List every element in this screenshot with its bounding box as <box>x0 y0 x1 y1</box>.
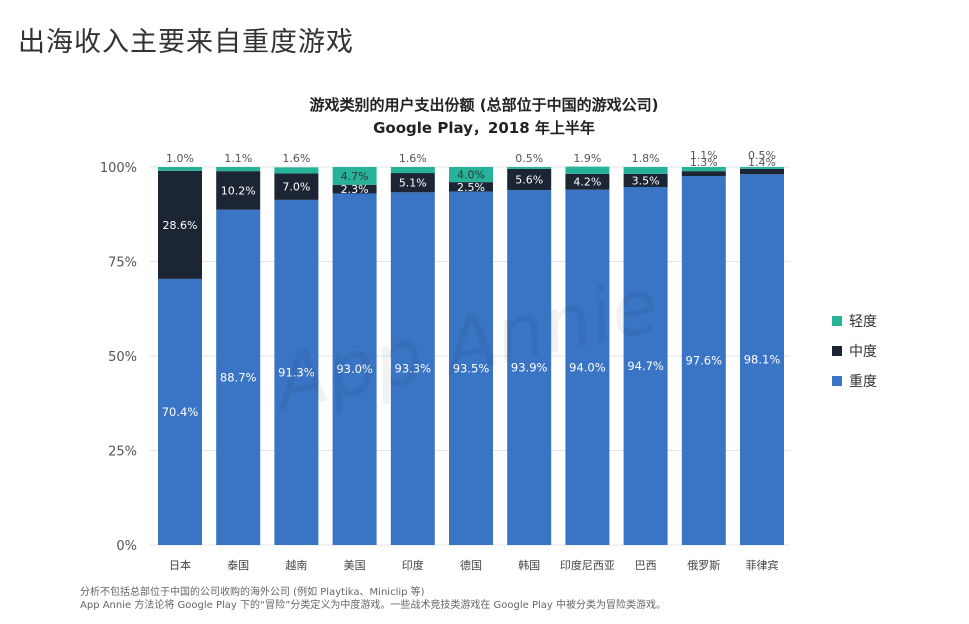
bar-segment <box>681 176 726 545</box>
bar-segment <box>565 189 610 545</box>
legend-label: 重度 <box>849 374 877 390</box>
data-label-medium: 5.1% <box>399 177 427 190</box>
bar-segment <box>274 199 319 546</box>
bar-segment <box>390 192 435 546</box>
bar-segment <box>565 173 610 190</box>
bar-segment <box>681 167 726 172</box>
x-tick-label: 日本 <box>169 558 191 572</box>
bar-segment <box>507 168 552 191</box>
bar-segment <box>740 167 784 169</box>
data-label-light: 1.8% <box>632 152 660 165</box>
footnotes: 分析不包括总部位于中国的公司收购的海外公司 (例如 Playtika、Minic… <box>80 586 666 612</box>
legend-swatch <box>832 376 842 386</box>
x-tick-label: 德国 <box>460 558 482 572</box>
data-label-light: 4.7% <box>341 170 369 183</box>
chart-title: 游戏类别的用户支出份额 (总部位于中国的游戏公司) <box>310 96 659 114</box>
data-label-heavy: 93.5% <box>453 361 490 375</box>
bar-segment <box>390 173 435 193</box>
chart-subtitle: Google Play，2018 年上半年 <box>373 119 595 137</box>
bar-segment <box>216 209 261 546</box>
bar-segment <box>216 167 261 172</box>
footnote-1: 分析不包括总部位于中国的公司收购的海外公司 (例如 Playtika、Minic… <box>80 587 425 598</box>
x-tick-label: 泰国 <box>227 558 249 572</box>
data-label-medium: 1.4% <box>748 156 776 169</box>
data-label-medium: 7.0% <box>282 181 310 194</box>
bar-segment <box>449 191 493 545</box>
bar-segment <box>623 167 668 174</box>
bar-segment <box>623 173 668 188</box>
bar-segment <box>158 167 202 171</box>
data-label-heavy: 93.9% <box>511 361 548 375</box>
data-label-heavy: 91.3% <box>278 365 315 379</box>
x-tick-label: 菲律宾 <box>746 558 779 572</box>
bar-segment <box>449 167 493 183</box>
legend-swatch <box>832 346 842 356</box>
bar-segment <box>274 173 319 200</box>
bar-segment <box>740 174 784 545</box>
bar-segment <box>623 187 668 545</box>
bar-segment <box>332 184 377 194</box>
data-label-heavy: 94.7% <box>627 359 664 373</box>
legend-swatch <box>832 316 842 326</box>
bar-segment <box>216 171 261 210</box>
data-label-heavy: 70.4% <box>162 405 199 419</box>
bar-segment <box>681 171 726 177</box>
bar-segment <box>507 167 552 169</box>
bar-segment <box>390 167 435 174</box>
data-label-heavy: 93.0% <box>336 362 373 376</box>
y-axis: 0% 25% 50% 75% 100% <box>100 161 137 554</box>
data-label-heavy: 97.6% <box>686 354 723 368</box>
bars: 70.4% 28.6% 1.0% 88.7% 10.2% 1.1% 91.3% 7.0% 1.6… <box>158 149 784 546</box>
x-tick-label: 韩国 <box>518 558 540 572</box>
data-label-light: 1.1% <box>690 149 718 162</box>
data-label-light: 1.1% <box>224 152 252 165</box>
data-label-medium: 1.3% <box>690 156 718 169</box>
data-label-light: 0.5% <box>748 149 776 162</box>
data-label-medium: 10.2% <box>221 184 256 197</box>
y-tick-label: 25% <box>108 445 137 460</box>
bar-segment <box>332 193 377 545</box>
legend-label: 中度 <box>849 344 877 360</box>
data-label-light: 1.9% <box>573 152 601 165</box>
bar-segment <box>565 166 610 174</box>
data-label-light: 1.6% <box>399 152 427 165</box>
bar-segment <box>740 168 784 175</box>
data-label-heavy: 98.1% <box>744 353 781 367</box>
data-label-medium: 2.3% <box>341 183 369 196</box>
x-tick-label: 巴西 <box>635 559 657 572</box>
y-tick-label: 100% <box>100 161 137 176</box>
bar-segment <box>274 167 319 174</box>
legend-label: 轻度 <box>849 314 877 330</box>
y-tick-label: 0% <box>116 539 137 554</box>
x-axis: 日本 泰国 越南 美国 印度 德国 韩国 印度尼西亚 巴西 俄罗斯 菲律宾 <box>169 558 779 572</box>
data-label-medium: 28.6% <box>163 219 198 232</box>
data-label-light: 0.5% <box>515 152 543 165</box>
data-label-medium: 3.5% <box>632 174 660 187</box>
data-label-light: 1.0% <box>166 152 194 165</box>
data-label-light: 4.0% <box>457 169 485 182</box>
bar-segment <box>449 182 493 192</box>
data-label-medium: 5.6% <box>515 173 543 186</box>
y-tick-label: 75% <box>108 256 137 271</box>
y-tick-label: 50% <box>108 350 137 365</box>
x-tick-label: 俄罗斯 <box>687 559 720 572</box>
x-tick-label: 印度 <box>402 558 424 572</box>
bar-segment <box>158 278 202 545</box>
data-label-medium: 4.2% <box>573 176 601 189</box>
data-label-heavy: 93.3% <box>395 362 432 376</box>
data-label-medium: 2.5% <box>457 181 485 194</box>
data-label-heavy: 88.7% <box>220 370 257 384</box>
data-label-light: 1.6% <box>282 152 310 165</box>
bar-segment <box>158 170 202 279</box>
bar-segment <box>332 167 377 185</box>
data-label-heavy: 94.0% <box>569 360 606 374</box>
x-tick-label: 越南 <box>285 558 307 572</box>
x-tick-label: 美国 <box>344 559 366 572</box>
page-title: 出海收入主要来自重度游戏 <box>18 27 354 58</box>
x-tick-label: 印度尼西亚 <box>560 558 615 572</box>
footnote-2: App Annie 方法论将 Google Play 下的“冒险”分类定义为中度… <box>80 600 667 611</box>
bar-segment <box>507 190 552 546</box>
